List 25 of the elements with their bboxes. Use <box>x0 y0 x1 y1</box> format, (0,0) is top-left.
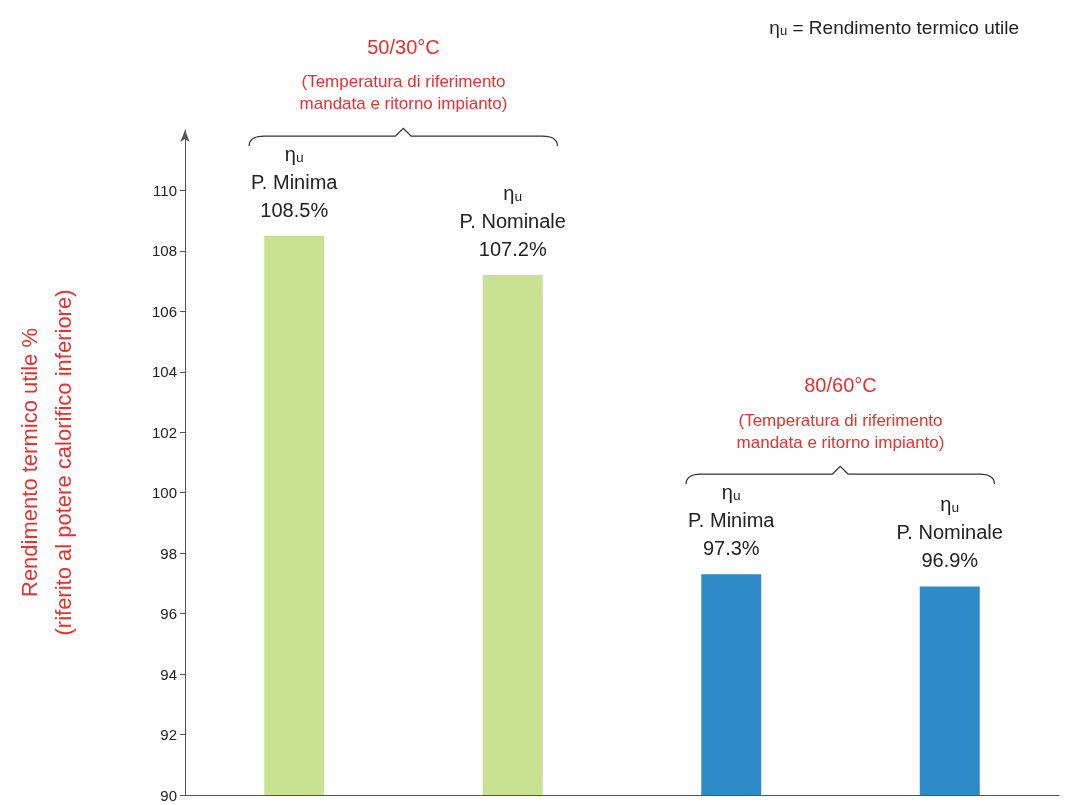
y-tick-label: 96 <box>160 605 177 623</box>
data-label: 108.5% <box>260 198 329 221</box>
data-label: 97.3% <box>702 537 760 560</box>
annotation: (Temperatura di riferimento mandata e ritorno impianto) <box>736 410 945 452</box>
x-tick-label: ηᵤ P. Minima <box>251 142 339 193</box>
y-tick-label: 106 <box>151 302 177 320</box>
text: 50/30°C <box>367 35 440 58</box>
y-tick-label: 108 <box>151 242 177 260</box>
y-tick-label: 90 <box>160 786 177 804</box>
y-tick-label: 102 <box>151 423 177 441</box>
y-tick-label: 94 <box>160 665 177 683</box>
data-label: 107.2% <box>478 238 547 261</box>
y-tick-label: 110 <box>153 181 177 199</box>
y-tick-label: 92 <box>160 726 177 744</box>
y-axis-title: Rendimento termico utile % (riferito al potere calorifico inferiore) <box>16 289 76 636</box>
text: (Temperatura di riferimento mandata e ritorno impianto) <box>299 72 508 114</box>
annotation: 80/60°C <box>804 374 877 397</box>
y-tick-label: 100 <box>151 484 177 502</box>
x-tick-label: ηᵤ P. Minima <box>688 481 776 532</box>
text: ηᵤ = Rendimento termico utile <box>769 17 1020 38</box>
y-tick-label: 98 <box>160 544 177 562</box>
y-tick-label: 104 <box>151 363 177 381</box>
data-label: 96.9% <box>921 549 979 572</box>
x-tick-label: ηᵤ P. Nominale <box>896 493 1003 544</box>
x-tick-label: ηᵤ P. Nominale <box>459 182 566 233</box>
